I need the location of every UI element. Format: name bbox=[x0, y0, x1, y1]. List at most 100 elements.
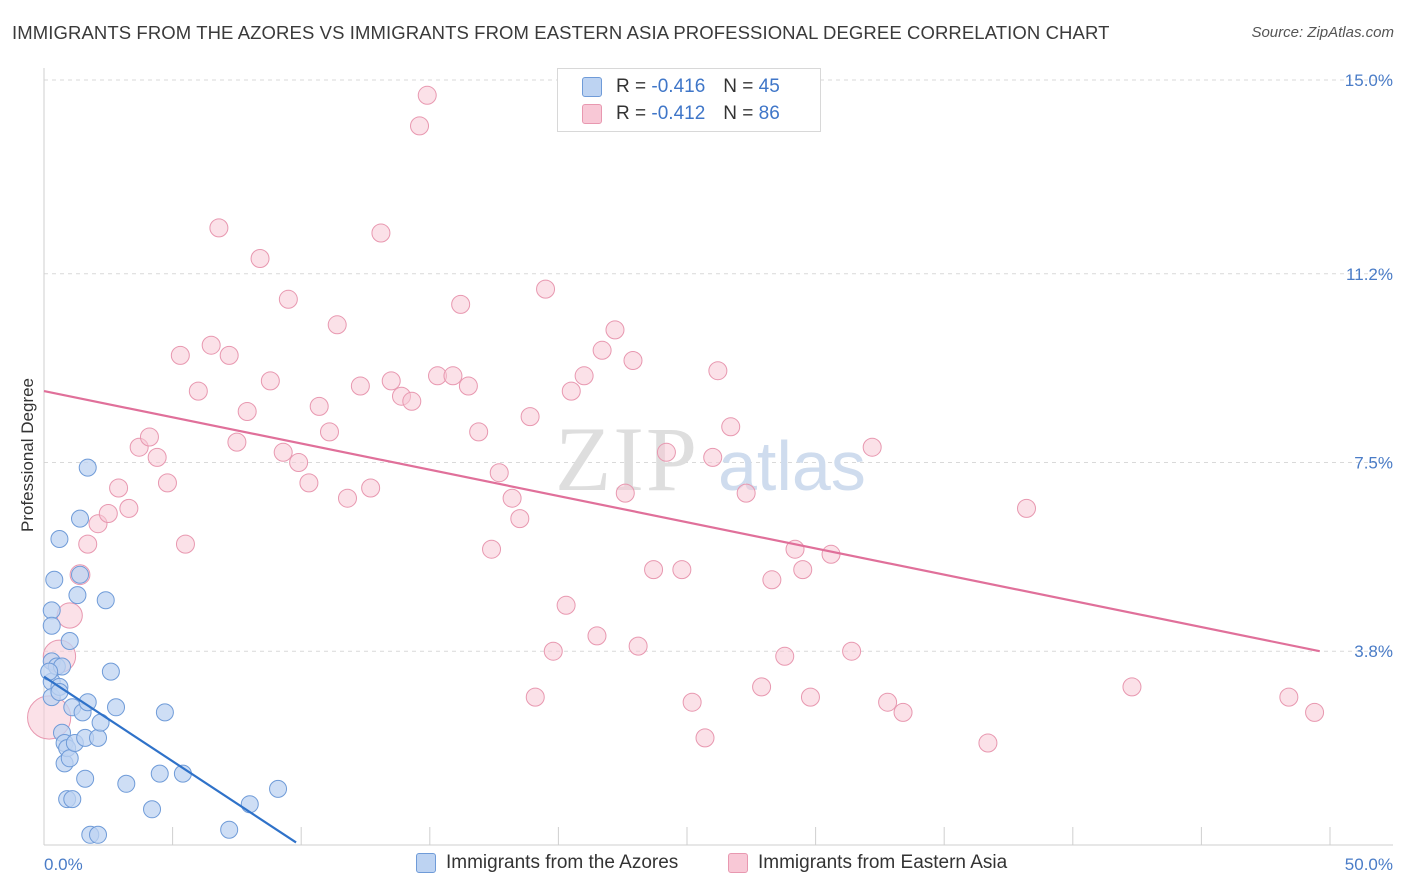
eastern-asia-point bbox=[227, 432, 247, 452]
eastern-asia-point bbox=[469, 422, 489, 442]
eastern-asia-legend-label: Immigrants from Eastern Asia bbox=[758, 852, 1008, 873]
eastern-asia-point bbox=[556, 595, 576, 615]
y-tick-label: 15.0% bbox=[1345, 71, 1393, 90]
source-credit: Source: ZipAtlas.com bbox=[1251, 24, 1394, 41]
eastern-asia-legend-swatch bbox=[728, 853, 748, 873]
azores-legend-label: Immigrants from the Azores bbox=[446, 852, 679, 873]
azores-point bbox=[155, 703, 174, 722]
eastern-asia-point bbox=[188, 381, 208, 401]
eastern-asia-points bbox=[27, 85, 1325, 753]
eastern-asia-point bbox=[543, 641, 563, 661]
eastern-asia-point bbox=[410, 116, 430, 136]
eastern-asia-point bbox=[682, 692, 702, 712]
azores-point bbox=[150, 764, 169, 783]
eastern-asia-trend-line bbox=[43, 390, 1320, 653]
azores-point bbox=[240, 795, 259, 814]
azores-point bbox=[89, 825, 108, 844]
eastern-asia-point bbox=[402, 391, 422, 411]
azores-point bbox=[143, 800, 162, 819]
azores-point bbox=[89, 728, 108, 747]
azores-point bbox=[50, 530, 69, 548]
azores-point bbox=[60, 749, 79, 768]
eastern-asia-point bbox=[78, 534, 98, 554]
eastern-asia-point bbox=[708, 361, 728, 381]
eastern-asia-point bbox=[260, 371, 280, 391]
eastern-asia-point bbox=[327, 315, 347, 335]
eastern-asia-point bbox=[289, 453, 309, 472]
series-legend: Immigrants from the Azores Immigrants fr… bbox=[0, 852, 1406, 878]
eastern-asia-point bbox=[170, 345, 190, 365]
eastern-asia-point bbox=[656, 442, 676, 462]
series-legend-eastern-asia: Immigrants from Eastern Asia bbox=[728, 852, 1007, 874]
eastern-asia-point bbox=[561, 381, 581, 401]
azores-legend-swatch bbox=[416, 853, 436, 873]
azores-point bbox=[220, 820, 239, 839]
x-tick-label: 0.0% bbox=[44, 855, 83, 874]
azores-point bbox=[60, 632, 79, 650]
eastern-asia-point bbox=[536, 279, 556, 299]
azores-point bbox=[76, 769, 95, 788]
azores-point bbox=[68, 586, 87, 605]
eastern-asia-point bbox=[878, 692, 898, 712]
legend-n-label: N = bbox=[723, 103, 754, 124]
y-tick-labels: 3.8% 7.5% 11.2% 15.0% bbox=[1345, 71, 1393, 661]
series-legend-azores: Immigrants from the Azores bbox=[416, 852, 678, 874]
eastern-asia-point bbox=[337, 488, 357, 508]
eastern-asia-point bbox=[703, 447, 723, 467]
eastern-asia-point bbox=[175, 534, 195, 554]
eastern-asia-point bbox=[157, 473, 177, 493]
eastern-asia-point bbox=[1122, 677, 1142, 697]
eastern-asia-point bbox=[201, 335, 221, 355]
eastern-asia-point bbox=[800, 687, 820, 707]
eastern-asia-point bbox=[736, 483, 756, 503]
eastern-asia-point bbox=[644, 560, 664, 580]
legend-row-eastern-asia: R = -0.412 N = 86 bbox=[582, 101, 780, 127]
eastern-asia-point bbox=[520, 407, 540, 427]
azores-trend-line bbox=[43, 675, 297, 844]
legend-n-label: N = bbox=[723, 76, 754, 97]
azores-point bbox=[71, 565, 90, 584]
eastern-asia-point bbox=[978, 733, 998, 753]
azores-point bbox=[71, 509, 90, 528]
azores-point bbox=[117, 774, 136, 793]
eastern-asia-point bbox=[821, 544, 841, 564]
eastern-asia-point bbox=[615, 483, 635, 503]
eastern-asia-swatch bbox=[582, 104, 602, 124]
legend-n-value-eastern-asia: 86 bbox=[758, 103, 780, 124]
eastern-asia-point bbox=[672, 560, 692, 580]
eastern-asia-point bbox=[350, 376, 370, 396]
correlation-legend: R = -0.416 N = 45 R = -0.412 N = 86 bbox=[557, 68, 821, 132]
eastern-asia-point bbox=[98, 504, 118, 523]
eastern-asia-point bbox=[510, 509, 530, 529]
eastern-asia-point bbox=[109, 478, 129, 498]
eastern-asia-point bbox=[209, 218, 229, 238]
eastern-asia-point bbox=[319, 422, 339, 442]
legend-r-label: R = bbox=[616, 76, 647, 97]
azores-point bbox=[78, 458, 97, 477]
chart-title: IMMIGRANTS FROM THE AZORES VS IMMIGRANTS… bbox=[12, 22, 1110, 43]
eastern-asia-point bbox=[502, 488, 522, 508]
eastern-asia-point bbox=[592, 340, 612, 360]
legend-r-label: R = bbox=[616, 103, 647, 124]
azores-swatch bbox=[582, 77, 602, 97]
eastern-asia-point bbox=[451, 294, 471, 314]
y-tick-label: 11.2% bbox=[1346, 265, 1393, 284]
eastern-asia-point bbox=[119, 498, 139, 518]
x-tick-label: 50.0% bbox=[1345, 855, 1393, 874]
x-tick-labels: 0.0% 50.0% bbox=[44, 855, 1393, 874]
eastern-asia-point bbox=[371, 223, 391, 243]
eastern-asia-point bbox=[587, 626, 607, 646]
eastern-asia-point bbox=[775, 646, 795, 666]
azores-point bbox=[78, 693, 97, 712]
eastern-asia-point bbox=[278, 289, 298, 309]
eastern-asia-point bbox=[721, 417, 741, 437]
eastern-asia-point bbox=[893, 702, 913, 722]
eastern-asia-point bbox=[752, 677, 772, 697]
azores-point bbox=[107, 698, 126, 717]
eastern-asia-point bbox=[605, 320, 625, 340]
azores-point bbox=[42, 616, 61, 635]
eastern-asia-point bbox=[574, 366, 594, 386]
eastern-asia-point bbox=[273, 442, 293, 462]
eastern-asia-point bbox=[417, 85, 437, 105]
